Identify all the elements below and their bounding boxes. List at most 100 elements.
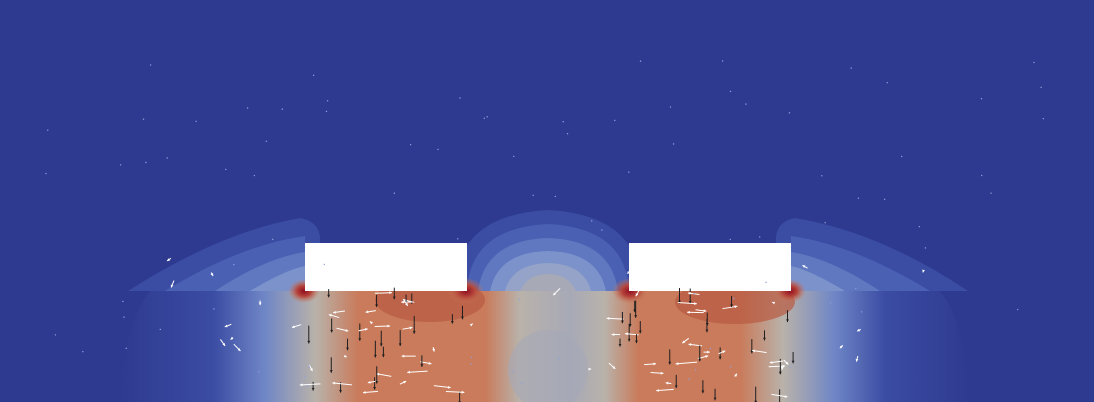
field-speck	[521, 382, 523, 384]
field-speck	[519, 275, 522, 278]
field-speck	[253, 174, 256, 177]
field-arrow-head	[635, 340, 638, 344]
field-speck	[149, 64, 152, 66]
field-speck	[688, 378, 690, 380]
field-arrow-head	[606, 316, 610, 320]
field-arrow-head	[401, 300, 404, 304]
field-arrow-head	[638, 330, 642, 334]
field-arrow-head	[379, 343, 383, 347]
field-speck	[900, 155, 903, 158]
field-speck	[918, 225, 921, 228]
field-speck	[614, 119, 616, 122]
field-arrow-head	[210, 273, 214, 277]
field-arrow-head	[365, 261, 368, 265]
field-arrow-head	[769, 360, 773, 364]
field-arrow-head	[743, 285, 746, 289]
field-speck	[850, 67, 852, 69]
field-speck	[1033, 61, 1035, 64]
field-arrow-head	[403, 381, 407, 384]
field-speck	[758, 236, 761, 238]
field-arrow	[433, 385, 451, 389]
field-speck	[669, 106, 672, 108]
field-arrow-head	[701, 390, 705, 394]
electrode-right	[629, 243, 791, 291]
field-arrow-head	[784, 395, 788, 398]
field-arrow-head	[222, 342, 226, 346]
field-arrow-head	[713, 397, 717, 401]
field-speck	[457, 238, 459, 240]
field-arrow-head	[760, 285, 764, 289]
field-arrow-head	[857, 328, 861, 332]
field-arrow-head	[553, 292, 557, 296]
field-arrow-head	[718, 356, 722, 360]
field-speck	[470, 363, 472, 365]
field-arrow	[445, 391, 465, 393]
field-speck	[694, 369, 697, 371]
field-arrow-head	[785, 361, 789, 365]
field-arrow-head	[170, 284, 174, 288]
field-arrow	[677, 302, 697, 305]
field-speck	[672, 143, 675, 145]
field-arrow-head	[398, 343, 402, 347]
field-speck	[990, 192, 992, 194]
field-arrow-head	[469, 323, 473, 327]
field-arrow-head	[291, 325, 295, 329]
field-arrow-head	[367, 380, 371, 384]
field-speck	[518, 298, 521, 300]
field-arrow	[771, 393, 788, 398]
field-arrow-head	[461, 316, 464, 320]
field-arrow-head	[447, 385, 451, 389]
field-speck	[729, 90, 732, 93]
field-arrow-head	[770, 276, 774, 280]
field-arrow-head	[802, 265, 806, 268]
field-arrow-head	[752, 349, 755, 353]
field-arrow-head	[687, 310, 690, 314]
field-arrow	[374, 292, 392, 294]
field-arrow-head	[687, 291, 691, 295]
field-speck	[122, 300, 124, 303]
field-arrow-head	[359, 285, 363, 289]
field-speck	[1040, 86, 1042, 89]
field-arrow-head	[588, 367, 592, 371]
field-arrow-head	[660, 371, 664, 375]
field-arrow-head	[346, 347, 349, 351]
field-arrow-head	[656, 388, 659, 392]
field-arrow-head	[376, 372, 380, 376]
field-speck	[601, 229, 603, 231]
field-arrow-head	[450, 321, 454, 324]
field-speck	[123, 316, 125, 318]
field-arrow-head	[299, 383, 303, 387]
field-arrow-head	[782, 364, 786, 368]
field-speck	[47, 129, 49, 131]
field-speck	[824, 222, 826, 224]
field-speck	[627, 271, 629, 273]
field-speck	[693, 293, 695, 295]
field-arrow-head	[675, 362, 679, 366]
field-speck	[1016, 308, 1019, 311]
field-speck	[821, 175, 823, 177]
field-speck	[225, 168, 227, 171]
field-speck	[145, 161, 147, 164]
field-arrow-head	[309, 368, 313, 372]
field-speck	[233, 263, 235, 266]
field-arrow-head	[763, 337, 766, 341]
field-arrow-head	[369, 321, 373, 325]
field-speck	[119, 164, 122, 166]
field-speck	[729, 238, 731, 241]
field-arrow-head	[373, 386, 377, 390]
field-arrows	[166, 257, 926, 402]
field-arrow-head	[668, 361, 672, 365]
field-arrow-head	[780, 366, 784, 370]
field-speck	[745, 103, 747, 105]
field-arrow-head	[698, 358, 702, 362]
field-speck	[628, 171, 630, 173]
field-arrow-head	[224, 324, 228, 328]
field-speck	[306, 385, 308, 387]
field-arrow-head	[328, 313, 332, 317]
field-arrow-head	[330, 329, 334, 333]
field-speck	[558, 357, 560, 360]
field-arrow-head	[405, 302, 408, 306]
field-speck	[924, 247, 927, 249]
